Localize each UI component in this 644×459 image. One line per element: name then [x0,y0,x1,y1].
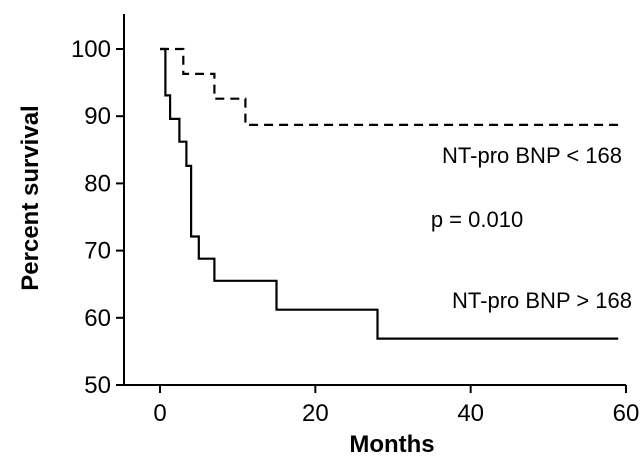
y-axis-title: Percent survival [17,105,44,290]
x-tick-label: 20 [302,400,329,427]
series-lines [160,47,619,340]
y-tick-label: 90 [84,103,111,130]
x-tick-label: 60 [613,400,640,427]
annotation-low-group: NT-pro BNP < 168 [442,143,622,168]
axes [116,14,627,393]
tick-labels: 50 60 70 80 90 100 0 20 40 60 [71,36,639,427]
x-tick-label: 0 [153,400,166,427]
x-tick-label: 40 [457,400,484,427]
series-line-nt-pro-bnp-high [160,47,619,340]
annotation-p-value: p = 0.010 [431,207,523,232]
y-tick-label: 80 [84,170,111,197]
y-tick-label: 70 [84,238,111,265]
x-axis-title: Months [349,431,434,458]
y-tick-label: 100 [71,36,111,63]
series-line-nt-pro-bnp-low [160,47,619,126]
y-tick-label: 60 [84,305,111,332]
y-tick-label: 50 [84,372,111,399]
annotation-high-group: NT-pro BNP > 168 [452,288,632,313]
